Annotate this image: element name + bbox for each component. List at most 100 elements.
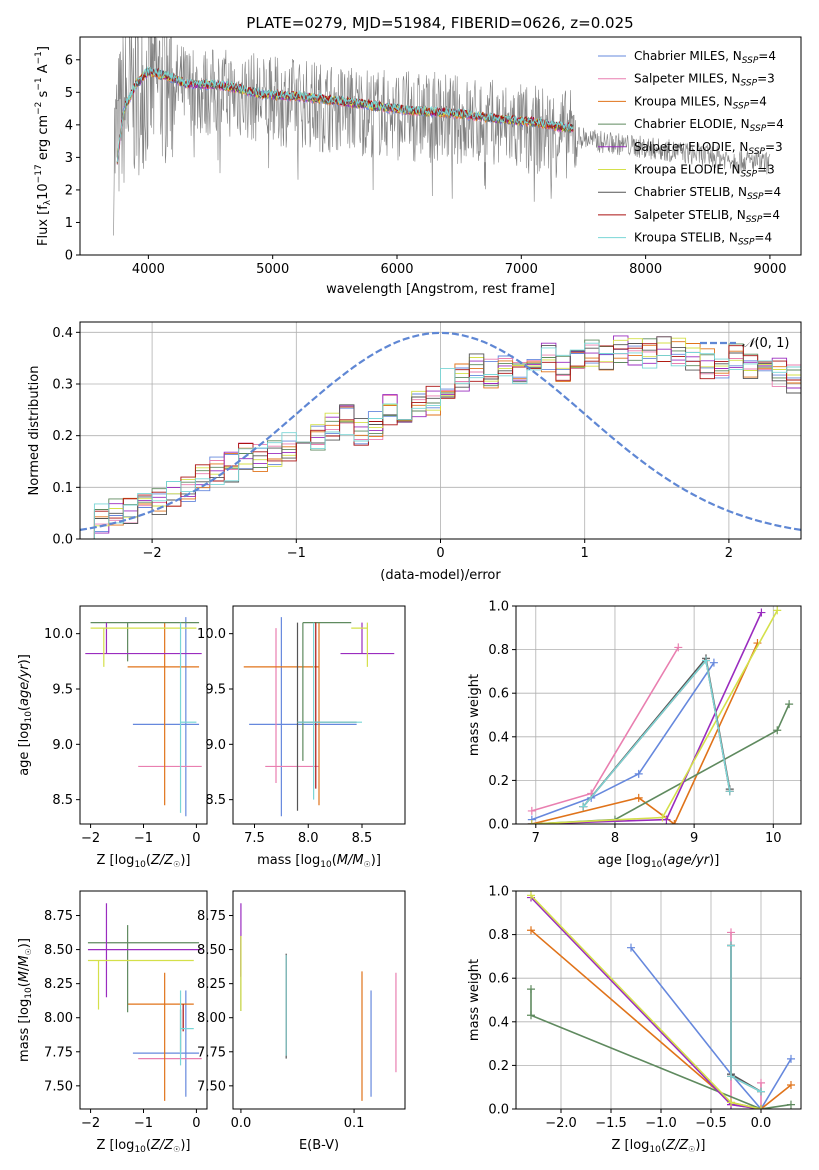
y-tick-label: 6 bbox=[65, 53, 73, 68]
x-tick-label: 0.0 bbox=[231, 1116, 252, 1131]
plot-area bbox=[240, 903, 397, 1101]
weight-marker bbox=[727, 928, 735, 937]
y-axis-label: mass [log10(M/M☉)] bbox=[17, 938, 34, 1062]
mass_weight_vs_age-chart: 7 8 9 10 0.0 0.2 0.4 0.6 0.8 1.0 age [log10(age/yr… bbox=[467, 600, 802, 870]
legend-entry: 𝒩(0, 1) bbox=[742, 336, 789, 351]
y-tick-label: 7.50 bbox=[197, 1079, 226, 1094]
y-tick-label: 0.0 bbox=[488, 818, 509, 833]
x-axis-label: E(B-V) bbox=[299, 1138, 339, 1153]
axes-frame bbox=[232, 890, 406, 1110]
weight-marker bbox=[725, 787, 734, 796]
y-tick-label: 9.0 bbox=[205, 738, 226, 753]
weight-line bbox=[730, 945, 762, 1093]
y-axis-label: age [log10(age/yr)] bbox=[17, 654, 34, 776]
weight-marker bbox=[757, 1087, 765, 1096]
weight-marker bbox=[527, 891, 535, 900]
mass_weight_vs_Z-chart: −2.0 −1.5 −1.0 −0.5 0.0 0.0 0.2 0.4 0.6 0.8 1.0 Z [… bbox=[467, 885, 802, 1155]
y-tick-label: 1.0 bbox=[488, 600, 509, 615]
x-tick-label: 8 bbox=[611, 831, 619, 846]
y-axis-label: Normed distribution bbox=[27, 366, 42, 496]
x-tick-label: −1 bbox=[287, 546, 306, 561]
age_vs_mass-chart: 7.5 8.0 8.5 8.5 9.0 9.5 10.0 mass [log10(M/M☉)] bbox=[197, 605, 406, 870]
weight-line bbox=[730, 945, 762, 1093]
weight-marker bbox=[757, 1078, 765, 1087]
plot-area bbox=[87, 903, 202, 1101]
weight-marker bbox=[634, 793, 643, 802]
weight-marker bbox=[702, 656, 710, 665]
x-tick-label: −2 bbox=[81, 1116, 100, 1131]
x-axis-label: (data-model)/error bbox=[380, 568, 501, 583]
x-tick-label: 8.0 bbox=[298, 831, 319, 846]
weight-marker bbox=[527, 926, 535, 935]
weight-line bbox=[531, 646, 679, 812]
y-tick-label: 9.5 bbox=[205, 682, 226, 697]
x-tick-label: −1.5 bbox=[595, 1116, 627, 1131]
y-tick-label: 0.8 bbox=[488, 643, 509, 658]
weight-marker bbox=[627, 943, 635, 952]
x-tick-label: 6000 bbox=[380, 262, 413, 277]
legend-entry: Chabrier ELODIE, NSSP=4 bbox=[634, 117, 784, 134]
axes-frame bbox=[232, 605, 406, 825]
histogram-step bbox=[80, 341, 801, 539]
x-tick-label: 7.5 bbox=[244, 831, 265, 846]
y-tick-label: 0.4 bbox=[52, 326, 73, 341]
y-tick-label: 8.5 bbox=[52, 793, 73, 808]
model-spectrum-line bbox=[116, 66, 574, 163]
weight-line bbox=[531, 610, 778, 824]
weight-marker bbox=[787, 1100, 795, 1109]
y-tick-label: 5 bbox=[65, 86, 73, 101]
y-tick-label: 9.0 bbox=[52, 738, 73, 753]
x-tick-label: 0.1 bbox=[344, 1116, 365, 1131]
axes-frame bbox=[515, 605, 802, 825]
weight-line bbox=[530, 989, 792, 1109]
y-tick-label: 8.50 bbox=[197, 943, 226, 958]
y-tick-label: 0.4 bbox=[488, 730, 509, 745]
mass_vs_Z-chart: −2 −1 0 7.50 7.75 8.00 8.25 8.50 8.75 Z [log10(Z/… bbox=[17, 890, 208, 1155]
weight-line bbox=[582, 656, 731, 808]
axes-frame bbox=[79, 605, 208, 825]
x-axis-label: Z [log10(Z/Z☉)] bbox=[612, 1138, 706, 1155]
legend-entry: Kroupa STELIB, NSSP=4 bbox=[634, 231, 772, 248]
spectrum-chart: 4000 5000 6000 7000 8000 9000 0 1 2 3 4 5 6 wavelengt… bbox=[34, 36, 802, 297]
weight-marker bbox=[727, 1072, 735, 1081]
weight-marker bbox=[579, 802, 588, 811]
axes-frame bbox=[515, 890, 802, 1110]
weight-marker bbox=[527, 1011, 535, 1020]
weight-marker bbox=[773, 606, 782, 615]
weight-marker bbox=[527, 806, 536, 815]
legend-entry: Kroupa MILES, NSSP=4 bbox=[634, 94, 767, 111]
histogram-step bbox=[80, 337, 801, 539]
weight-marker bbox=[757, 1105, 765, 1109]
y-tick-label: 7.75 bbox=[44, 1045, 73, 1060]
legend-entry: Salpeter STELIB, NSSP=4 bbox=[634, 208, 780, 225]
age_vs_Z-chart: −2 −1 0 8.5 9.0 9.5 10.0 Z [log10(Z/Z☉)] age [lo… bbox=[17, 605, 208, 870]
x-axis-label: Z [log10(Z/Z☉)] bbox=[97, 1138, 191, 1155]
y-tick-label: 0.2 bbox=[488, 1059, 509, 1074]
weight-marker bbox=[727, 941, 735, 950]
x-tick-label: −1 bbox=[134, 1116, 153, 1131]
y-tick-label: 0.0 bbox=[488, 1103, 509, 1118]
y-tick-label: 10.0 bbox=[44, 627, 73, 642]
y-tick-label: 4 bbox=[65, 118, 73, 133]
x-tick-label: 10 bbox=[765, 831, 782, 846]
x-tick-label: 0 bbox=[192, 831, 200, 846]
weight-marker bbox=[785, 700, 794, 709]
y-tick-label: 0.2 bbox=[52, 429, 73, 444]
y-tick-label: 10.0 bbox=[197, 627, 226, 642]
x-axis-label: age [log10(age/yr)] bbox=[598, 853, 720, 870]
weight-line bbox=[730, 945, 762, 1093]
legend-entry: Chabrier MILES, NSSP=4 bbox=[634, 49, 776, 66]
x-tick-label: 9000 bbox=[753, 262, 786, 277]
y-tick-label: 8.00 bbox=[197, 1011, 226, 1026]
x-tick-label: −1.0 bbox=[645, 1116, 677, 1131]
y-tick-label: 8.50 bbox=[44, 943, 73, 958]
y-tick-label: 0 bbox=[65, 249, 73, 264]
weight-line bbox=[531, 662, 715, 821]
weight-marker bbox=[773, 726, 782, 735]
data-spectrum-line bbox=[113, 37, 771, 236]
x-tick-label: 4000 bbox=[132, 262, 165, 277]
y-tick-label: 7.50 bbox=[44, 1079, 73, 1094]
plot-area bbox=[85, 617, 202, 817]
y-tick-label: 0.6 bbox=[488, 687, 509, 702]
